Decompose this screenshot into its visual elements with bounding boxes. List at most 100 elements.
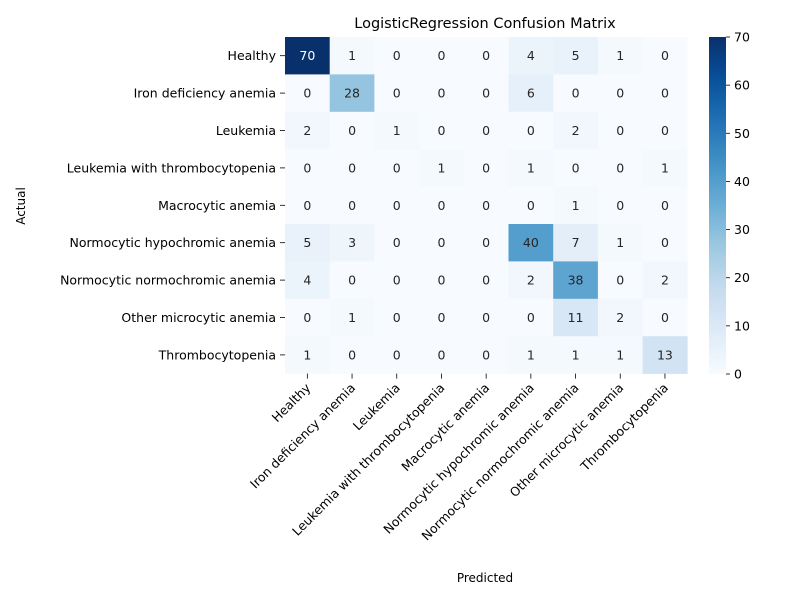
heatmap-cell [419,149,465,187]
heatmap-cell [329,261,375,300]
y-tick-label: Other microcytic anemia [121,310,276,325]
heatmap-cell [642,37,688,75]
cell-value-label: 0 [437,310,445,325]
heatmap-cell [374,298,420,337]
cell-value-label: 1 [572,198,580,213]
heatmap-cell [285,224,330,262]
heatmap-cell [597,37,643,75]
x-tick-label: Healthy [269,380,314,425]
cell-value-label: 70 [299,48,315,63]
heatmap-cell [508,224,554,262]
heatmap-cell [642,298,688,337]
cell-value-label: 1 [661,160,669,175]
cell-value-label: 0 [661,86,669,101]
cell-value-label: 0 [616,86,624,101]
cell-value-label: 2 [661,273,669,288]
cell-value-label: 6 [527,86,535,101]
y-tick-label: Normocytic hypochromic anemia [69,235,276,250]
heatmap-cell [508,261,554,300]
cell-value-label: 0 [437,86,445,101]
cell-value-label: 0 [393,310,401,325]
heatmap-cell [597,261,643,300]
cell-value-label: 7 [572,235,580,250]
cell-value-label: 0 [393,347,401,362]
heatmap-cell-labels: 70 1 0 0 0 4 5 1 00 28 0 0 0 6 0 0 02 0 1 0 0 0 2 0 00 0 0 1 0 1 0 0 10 0… [299,48,673,362]
heatmap-cell [329,74,375,113]
cell-value-label: 0 [393,273,401,288]
heatmap-cell [597,74,643,113]
cell-value-label: 0 [482,273,490,288]
y-tick-label: Macrocytic anemia [158,198,276,213]
heatmap-cell [597,111,643,150]
cell-value-label: 2 [572,123,580,138]
heatmap-cell [285,37,330,75]
heatmap-cell [553,224,599,262]
cell-value-label: 28 [344,86,360,101]
cell-value-label: 2 [616,310,624,325]
cell-value-label: 0 [437,273,445,288]
heatmap-cell [419,186,465,225]
cell-value-label: 0 [661,123,669,138]
heatmap-cell [419,74,465,113]
heatmap-cell [285,336,330,374]
heatmap-cell [463,224,509,262]
heatmap-cell [374,186,420,225]
cell-value-label: 4 [303,273,311,288]
heatmap-cell [329,336,375,374]
cell-value-label: 1 [348,310,356,325]
heatmap-cell [463,111,509,150]
cell-value-label: 1 [527,347,535,362]
heatmap-cell [463,149,509,187]
cell-value-label: 1 [616,235,624,250]
heatmap-cell [553,298,599,337]
cell-value-label: 0 [572,160,580,175]
x-tick-label: Thrombocytopenia [577,380,671,474]
cell-value-label: 0 [572,86,580,101]
colorbar-tick-label: 30 [734,222,750,237]
cell-value-label: 0 [393,86,401,101]
cell-value-label: 0 [527,310,535,325]
heatmap-cell [508,149,554,187]
cell-value-label: 13 [657,347,673,362]
colorbar-tick-label: 70 [734,30,750,45]
heatmap-cell [285,74,330,113]
cell-value-label: 0 [482,310,490,325]
heatmap-cell [329,298,375,337]
heatmap-cell [374,111,420,150]
x-tick-label: Normocytic normochromic anemia [418,380,581,543]
heatmap-cell [374,261,420,300]
heatmap-cell [508,336,554,374]
heatmap-cell [419,336,465,374]
cell-value-label: 1 [303,347,311,362]
heatmap-cell [374,74,420,113]
heatmap-cell [374,37,420,75]
cell-value-label: 0 [527,123,535,138]
cell-value-label: 5 [303,235,311,250]
cell-value-label: 0 [437,48,445,63]
colorbar-gradient [709,37,726,374]
heatmap-cell [508,74,554,113]
cell-value-label: 0 [482,123,490,138]
y-axis-label: Actual [14,187,28,225]
heatmap-cell [419,111,465,150]
heatmap-cell [642,149,688,187]
cell-value-label: 0 [437,347,445,362]
cell-value-label: 1 [572,347,580,362]
cell-value-label: 0 [482,160,490,175]
heatmap-cell [374,224,420,262]
colorbar-tick-label: 10 [734,318,750,333]
heatmap-cell [642,74,688,113]
cell-value-label: 0 [527,198,535,213]
cell-value-label: 5 [572,48,580,63]
heatmap-cell [285,149,330,187]
cell-value-label: 0 [348,347,356,362]
heatmap-cell [285,186,330,225]
cell-value-label: 0 [661,198,669,213]
cell-value-label: 0 [482,235,490,250]
cell-value-label: 1 [348,48,356,63]
y-tick-label: Iron deficiency anemia [134,86,276,101]
cell-value-label: 0 [661,48,669,63]
cell-value-label: 0 [303,198,311,213]
heatmap-cell [463,37,509,75]
